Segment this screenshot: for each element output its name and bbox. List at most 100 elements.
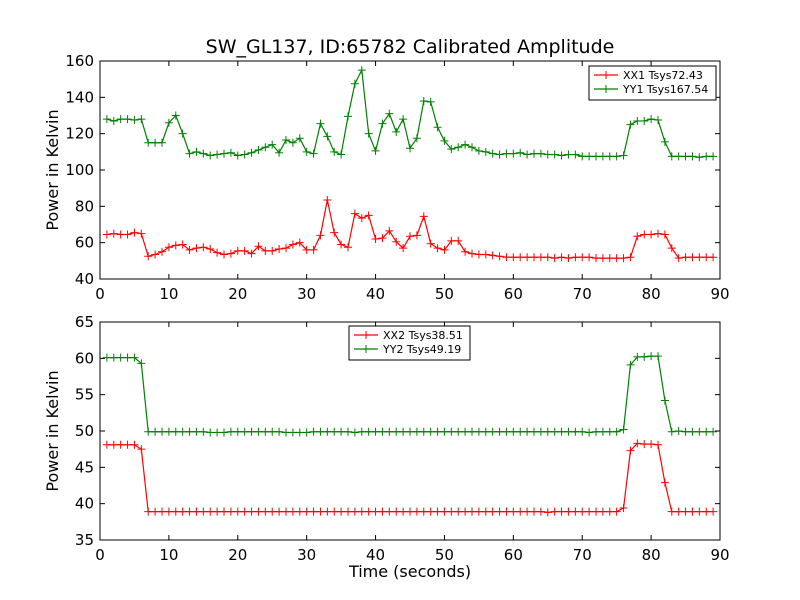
data-point: [247, 427, 256, 436]
data-point: [550, 507, 559, 516]
data-point: [364, 427, 373, 436]
data-point: [654, 116, 662, 125]
data-point: [151, 250, 160, 259]
data-point: [674, 254, 683, 263]
data-point: [151, 427, 160, 436]
data-point: [667, 427, 676, 436]
data-point: [578, 253, 587, 262]
data-point: [605, 427, 614, 436]
data-point: [474, 250, 483, 259]
data-point: [261, 143, 270, 152]
data-point: [709, 427, 718, 436]
data-point: [495, 150, 504, 159]
x-tick-label: 50: [435, 285, 454, 303]
data-point: [357, 507, 366, 516]
data-point: [530, 507, 538, 516]
data-point: [275, 148, 284, 157]
data-point: [392, 427, 401, 436]
data-point: [144, 427, 153, 436]
data-point: [481, 427, 490, 436]
data-point: [626, 360, 635, 369]
data-point: [357, 66, 366, 75]
data-point: [399, 507, 408, 516]
legend-marker: [602, 71, 610, 79]
data-point: [571, 253, 580, 262]
x-tick-label: 0: [95, 285, 105, 303]
data-point: [619, 425, 628, 434]
data-point: [488, 251, 497, 260]
data-point: [102, 230, 111, 239]
data-point: [220, 507, 228, 516]
data-point: [654, 229, 662, 238]
data-point: [178, 129, 187, 138]
data-point: [633, 116, 642, 125]
data-point: [626, 446, 635, 455]
x-tick-label: 50: [435, 546, 454, 564]
data-point: [640, 352, 649, 361]
data-point: [233, 246, 242, 255]
data-point: [247, 249, 256, 258]
y-tick-label: 40: [75, 495, 94, 513]
data-point: [516, 148, 525, 157]
data-point: [116, 353, 125, 362]
legend-label: YY2 Tsys49.19: [382, 343, 461, 356]
data-point: [695, 507, 704, 516]
data-point: [302, 428, 311, 437]
data-point: [130, 116, 139, 125]
data-point: [406, 232, 414, 241]
data-point: [454, 507, 463, 516]
data-point: [681, 152, 690, 161]
data-point: [330, 147, 339, 156]
data-point: [557, 253, 566, 262]
data-point: [592, 254, 600, 263]
data-point: [130, 353, 139, 362]
data-point: [481, 147, 490, 156]
data-point: [123, 440, 132, 449]
data-point: [275, 427, 284, 436]
data-point: [137, 229, 146, 238]
data-point: [564, 150, 573, 159]
data-point: [171, 241, 180, 250]
data-point: [502, 149, 511, 158]
legend-box: [588, 65, 717, 101]
data-point: [220, 149, 228, 158]
y-tick-label: 45: [75, 458, 94, 476]
legend-box: [348, 325, 471, 361]
data-point: [509, 427, 518, 436]
data-point: [226, 249, 235, 258]
data-point: [647, 440, 656, 449]
data-point: [158, 247, 166, 256]
data-point: [350, 209, 359, 218]
data-point: [302, 245, 311, 254]
data-point: [688, 253, 697, 262]
data-point: [605, 507, 614, 516]
data-point: [598, 427, 607, 436]
data-point: [543, 427, 552, 436]
data-point: [309, 507, 318, 516]
data-point: [654, 352, 662, 361]
data-point: [164, 243, 173, 252]
data-point: [633, 439, 642, 448]
x-tick-label: 40: [366, 546, 385, 564]
data-point: [261, 427, 270, 436]
data-point: [344, 507, 352, 516]
data-point: [254, 242, 263, 251]
data-point: [288, 428, 297, 437]
data-point: [688, 427, 697, 436]
data-point: [509, 253, 518, 262]
data-point: [447, 236, 456, 245]
data-point: [144, 507, 153, 516]
data-point: [275, 245, 284, 254]
data-point: [461, 140, 470, 149]
data-point: [164, 507, 173, 516]
data-point: [226, 427, 235, 436]
data-point: [426, 507, 435, 516]
data-point: [433, 123, 442, 132]
data-point: [447, 507, 456, 516]
data-point: [564, 254, 573, 263]
data-point: [171, 111, 180, 120]
data-point: [116, 115, 125, 124]
data-point: [674, 427, 683, 435]
top-panel: 0 10 20 30 40 50 60 70 80 90 40 60 80 100 120 140 160 Pow…: [43, 52, 730, 303]
